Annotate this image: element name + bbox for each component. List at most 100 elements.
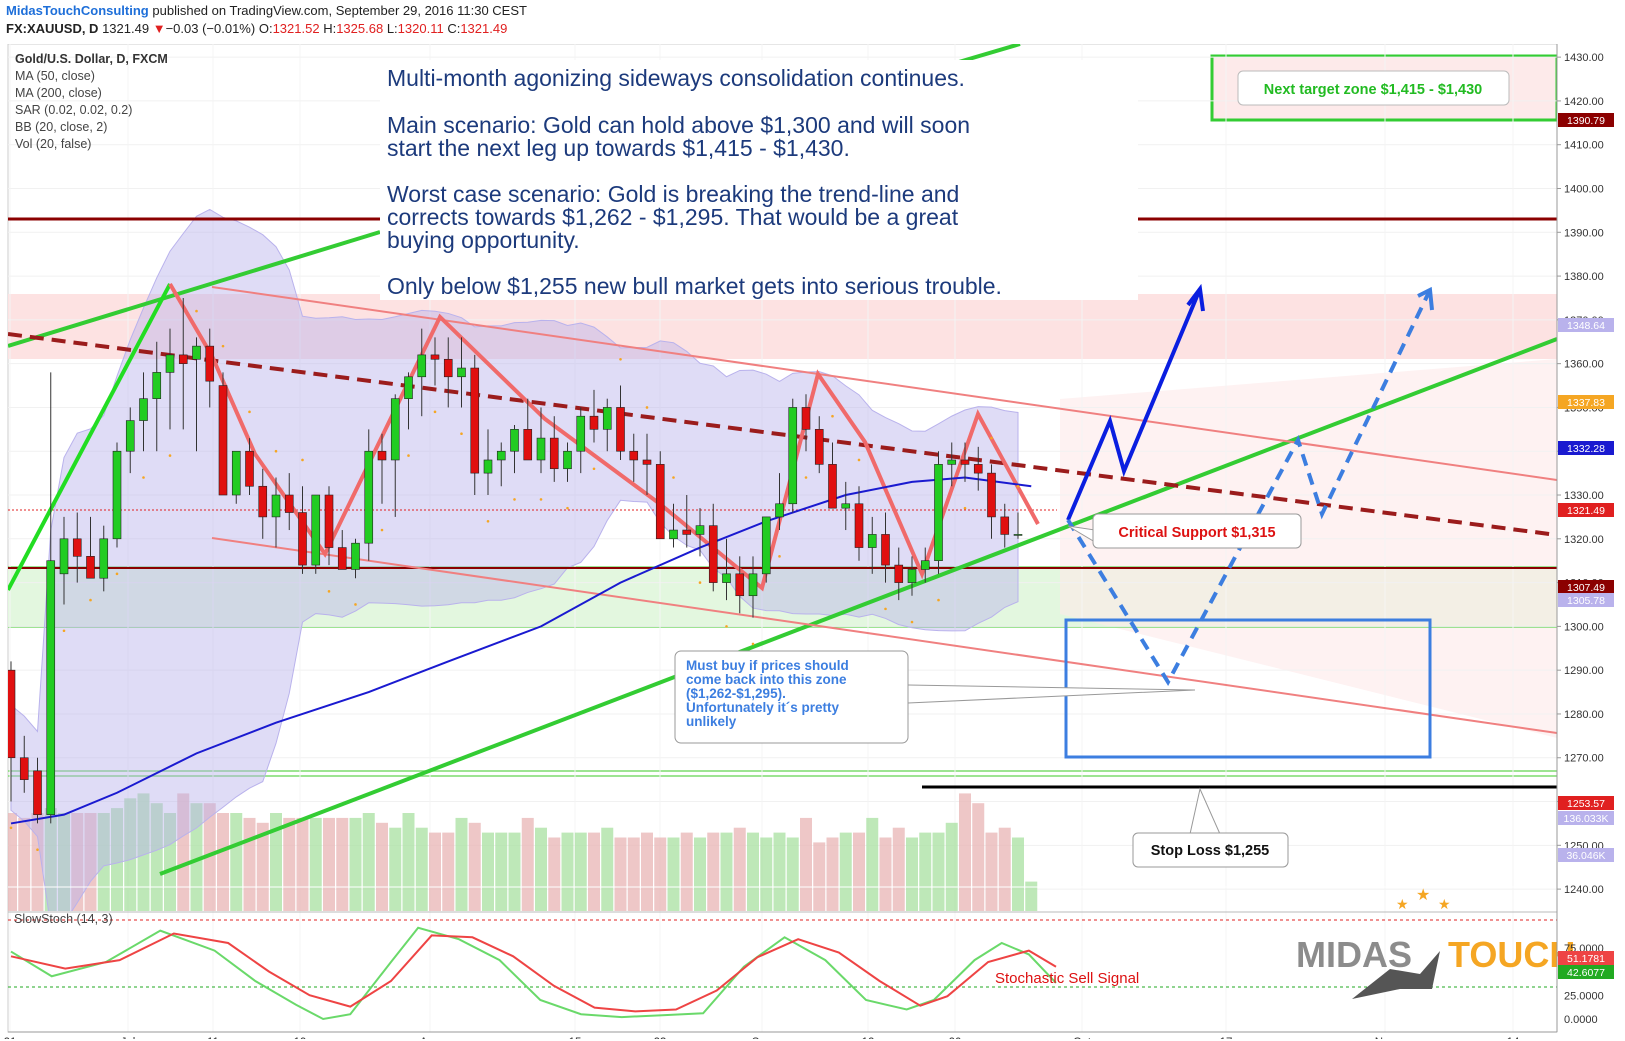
- logo-midas-text: MIDAS: [1296, 934, 1412, 975]
- time-tick-label: 20: [949, 1037, 962, 1039]
- candle-body-up: [139, 398, 148, 421]
- logo-star-icon-2: ★: [1416, 887, 1430, 904]
- sar-dot: [831, 414, 834, 418]
- candle-body-down: [298, 512, 307, 566]
- falling-resistance-line: [8, 332, 1557, 537]
- sar-dot: [486, 519, 490, 523]
- sar-dot: [221, 344, 225, 348]
- candle-body-up: [404, 376, 413, 399]
- price-tick-label: 1430.00: [1564, 52, 1604, 64]
- sar-dot: [407, 454, 410, 457]
- sar-dot: [142, 476, 145, 479]
- candle: [112, 442, 122, 548]
- candle: [947, 442, 957, 487]
- volume-bar: [376, 822, 388, 911]
- candle-body-down: [218, 385, 228, 496]
- candle-body-down: [735, 573, 745, 597]
- volume-bar: [18, 817, 31, 911]
- volume-bar: [362, 813, 375, 911]
- volume-bar: [296, 817, 309, 911]
- open-value: 1321.52: [272, 21, 320, 36]
- volume-bar: [1025, 881, 1038, 911]
- alternate-projection-path: [1066, 289, 1432, 687]
- channel-lower-line: [211, 537, 1557, 734]
- candle-body-up: [536, 437, 546, 461]
- candle: [284, 473, 294, 531]
- candle-body-down: [284, 494, 294, 513]
- volume-bar: [323, 817, 335, 911]
- candle: [934, 451, 943, 574]
- candle: [894, 547, 904, 601]
- price-axis[interactable]: 1240.001250.001260.001270.001280.001290.…: [1556, 44, 1604, 1032]
- candle: [99, 525, 109, 592]
- candle-body-down: [655, 464, 665, 540]
- candle-body-down: [881, 534, 890, 566]
- symbol: FX:XAUUSD, D: [6, 21, 99, 36]
- stoch-tag-label: 42.6077: [1567, 967, 1605, 979]
- candle: [881, 512, 890, 583]
- upper-uptrend-line-left: [8, 230, 381, 348]
- candle-body-up: [192, 345, 201, 360]
- candle: [496, 442, 506, 487]
- impulse-line: [8, 283, 172, 591]
- price-tag-label: 1321.49: [1567, 505, 1605, 517]
- candle: [788, 398, 798, 513]
- publisher-link[interactable]: MidasTouchConsulting: [6, 3, 149, 18]
- volume-bar: [548, 837, 561, 911]
- price-tick-label: 1240.00: [1564, 884, 1604, 896]
- candle: [271, 477, 281, 548]
- volume-bar: [588, 832, 600, 911]
- candle: [324, 486, 334, 566]
- price-tick-label: 1270.00: [1564, 753, 1604, 765]
- candle: [404, 372, 413, 430]
- support-callout-box: [1092, 513, 1302, 549]
- candle-body-down: [1000, 516, 1010, 535]
- buy-zone-callout-line-5: unlikely: [686, 714, 737, 729]
- candle-body-up: [231, 450, 241, 496]
- volume-bar: [482, 832, 494, 911]
- published-text: published on TradingView.com, September …: [152, 3, 527, 18]
- time-axis[interactable]: 21 Jul 11 19 Aug 15 23 Sep 12 20 Oct 17 Nov 14: [4, 1031, 1557, 1039]
- stoch-d-line: [10, 932, 1057, 1013]
- volume-bar: [747, 832, 759, 911]
- candle: [192, 337, 201, 452]
- candle-body-up: [311, 494, 321, 566]
- candle-body-down: [337, 547, 347, 570]
- candle: [748, 556, 758, 618]
- candle-body-down: [33, 770, 42, 815]
- sar-dot: [513, 498, 516, 501]
- close-label: C:: [447, 21, 461, 36]
- price-tick-label: 1330.00: [1564, 490, 1604, 502]
- price-tick-label: 1290.00: [1564, 665, 1604, 677]
- volume-bar: [853, 832, 865, 911]
- price-tag: [1558, 503, 1614, 517]
- price-tick-label: 1360.00: [1564, 359, 1604, 371]
- target-callout-text: Next target zone $1,415 - $1,430: [1264, 82, 1482, 98]
- candle-body-up: [1013, 534, 1023, 536]
- price-chart[interactable]: Multi-month agonizing sideways consolida…: [0, 44, 1625, 1039]
- candle: [165, 328, 175, 430]
- candle: [377, 433, 387, 504]
- stoch-sell-signal-label: Stochastic Sell Signal: [995, 970, 1139, 987]
- candle: [205, 328, 215, 408]
- candle: [563, 442, 572, 482]
- volume-bar: [349, 817, 362, 911]
- time-tick-label: 11: [207, 1037, 219, 1039]
- volume-bar: [203, 803, 216, 911]
- candle: [616, 385, 625, 460]
- price-tick-label: 1320.00: [1564, 534, 1604, 546]
- commentary-line-7: Only below $1,255 new bull market gets i…: [387, 273, 1002, 299]
- candle-body-down: [973, 464, 983, 474]
- candle-body-up: [417, 354, 427, 378]
- candle-body-up: [934, 464, 943, 561]
- price-tag: [1558, 593, 1614, 607]
- candle-body-up: [364, 450, 374, 544]
- price-tag-label: 136.033K: [1564, 813, 1609, 825]
- volume-bar: [945, 822, 958, 911]
- candle-body-down: [377, 450, 387, 461]
- price-tag: [1558, 796, 1614, 810]
- candle: [841, 481, 851, 531]
- stoch-title: SlowStoch (14, 3): [14, 912, 113, 926]
- sar-dot: [804, 476, 808, 479]
- time-tick-label: 21: [4, 1037, 17, 1039]
